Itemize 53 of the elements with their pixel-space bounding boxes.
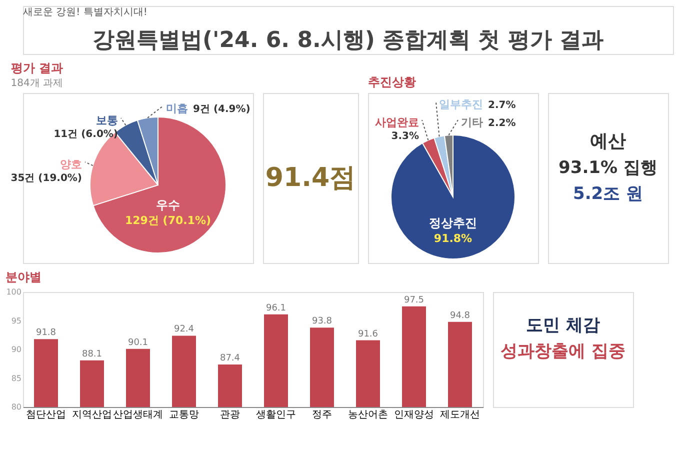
x-tick-label: 농산어촌 (348, 410, 388, 420)
data-label: 2.7% (488, 100, 516, 111)
data-label: 9건 (4.9%) (193, 104, 250, 115)
data-label: 3.3% (391, 131, 419, 142)
data-label: 93.8 (312, 316, 332, 327)
slice-label: 우수 (156, 198, 180, 212)
slice-label: 보통 (96, 114, 118, 127)
data-label: 129건 (70.1%) (124, 214, 212, 227)
chart-title: 분야별 (6, 270, 42, 284)
x-tick-label: 관광 (220, 410, 240, 420)
text: 성과창출에 집중 (500, 342, 626, 362)
data-label: 97.5 (404, 295, 424, 306)
data-label: 87.4 (220, 353, 240, 364)
y-tick-label: 90 (11, 345, 22, 354)
y-tick-label: 85 (11, 374, 22, 383)
x-tick-label: 교통망 (169, 410, 199, 420)
slice-label: 양호 (60, 158, 82, 171)
text: 91.4점 (265, 163, 356, 193)
slice-label: 미흡 (166, 102, 188, 115)
data-label: 94.8 (450, 310, 470, 321)
y-tick-label: 80 (11, 402, 22, 412)
slice-label: 정상추진 (429, 216, 477, 230)
slice-label: 일부추진 (439, 98, 483, 111)
x-tick-label: 산업생태계 (113, 410, 163, 420)
text: 도민 체감 (526, 316, 600, 336)
chart-subtitle: 184개 과제 (10, 78, 64, 89)
slice-label: 기타 (461, 116, 483, 129)
x-tick-label: 인재양성 (394, 410, 434, 420)
x-tick-label: 생활인구 (256, 410, 296, 420)
slice-label: 사업완료 (375, 116, 419, 129)
data-label: 91.8% (434, 232, 472, 245)
data-label: 91.8 (36, 328, 56, 338)
text: 93.1% 집행 (558, 158, 658, 178)
text: 강원특별법('24. 6. 8.시행) 종합계획 첫 평가 결과 (92, 28, 604, 53)
x-tick-label: 지역산업 (72, 410, 112, 420)
y-tick-label: 100 (6, 288, 22, 296)
data-label: 35건 (19.0%) (10, 173, 82, 184)
chart-title: 추진상황 (368, 75, 416, 89)
data-label: 90.1 (128, 338, 148, 348)
text: 예산 (590, 131, 626, 152)
data-label: 11건 (6.0%) (54, 129, 118, 140)
chart-title: 평가 결과 (10, 61, 63, 75)
x-tick-label: 첨단산업 (26, 410, 66, 420)
x-tick-label: 정주 (312, 410, 332, 420)
data-label: 88.1 (82, 349, 102, 360)
x-tick-label: 제도개선 (440, 410, 480, 420)
text: 새로운 강원! 특별자치시대! (23, 7, 148, 18)
data-label: 2.2% (488, 118, 516, 129)
data-label: 96.1 (266, 303, 286, 314)
text: 5.2조 원 (572, 184, 644, 204)
data-label: 91.6 (358, 329, 378, 340)
y-tick-label: 95 (11, 316, 22, 326)
data-label: 92.4 (174, 324, 194, 335)
